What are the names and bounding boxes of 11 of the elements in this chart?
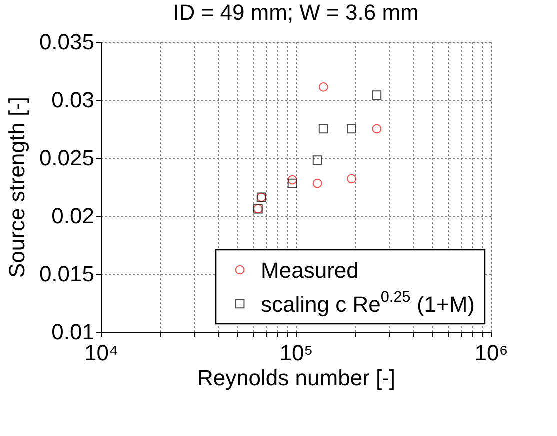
x-tick-label: 10⁶ — [474, 340, 508, 366]
x-axis-title: Reynolds number [-] — [197, 366, 396, 390]
chart-title: ID = 49 mm; W = 3.6 mm — [173, 0, 419, 25]
y-axis-title: Source strength [-] — [4, 97, 30, 278]
y-tick-label: 0.025 — [39, 146, 94, 170]
y-tick-label: 0.03 — [52, 88, 94, 112]
x-tick-label: 10⁵ — [280, 340, 314, 366]
y-tick-label: 0.02 — [52, 204, 94, 228]
y-tick-label: 0.015 — [39, 262, 94, 286]
y-tick-label: 0.035 — [39, 30, 94, 54]
legend-label: Measured — [261, 258, 359, 283]
